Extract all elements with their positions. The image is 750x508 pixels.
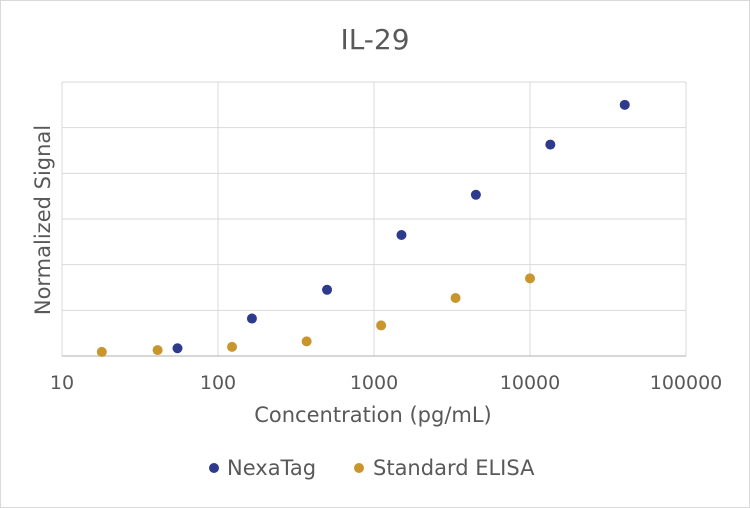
nexatag-point [619,99,630,110]
x-tick-label: 100 [200,372,236,394]
data-points [96,99,630,357]
nexatag-point [396,229,407,240]
legend-label-nexatag: NexaTag [227,456,316,480]
nexatag-point [246,313,257,324]
x-tick-label: 100000 [650,372,723,394]
y-axis-label: Normalized Signal [31,125,55,315]
chart-title: IL-29 [340,23,409,56]
standard-elisa-point [152,345,163,356]
legend: NexaTag Standard ELISA [209,456,535,480]
standard-elisa-point [525,273,535,284]
standard-elisa-point [96,346,107,357]
nexatag-point [545,139,556,150]
legend-label-standard-elisa: Standard ELISA [373,456,535,480]
legend-marker-standard-elisa [354,463,364,473]
standard-elisa-point [301,336,312,347]
x-tick-label: 1000 [350,372,398,394]
standard-elisa-point [376,320,387,331]
x-tick-labels: 10 100 1000 10000 100000 [50,372,722,394]
standard-elisa-point [450,293,461,304]
x-axis-label: Concentration (pg/mL) [254,403,492,427]
x-tick-label: 10000 [500,372,560,394]
legend-marker-nexatag [209,463,219,473]
nexatag-point [172,343,183,354]
gridlines [61,81,687,357]
x-tick-label: 10 [50,372,74,394]
nexatag-point [322,284,333,295]
standard-elisa-point [227,341,238,352]
nexatag-point [470,189,481,200]
